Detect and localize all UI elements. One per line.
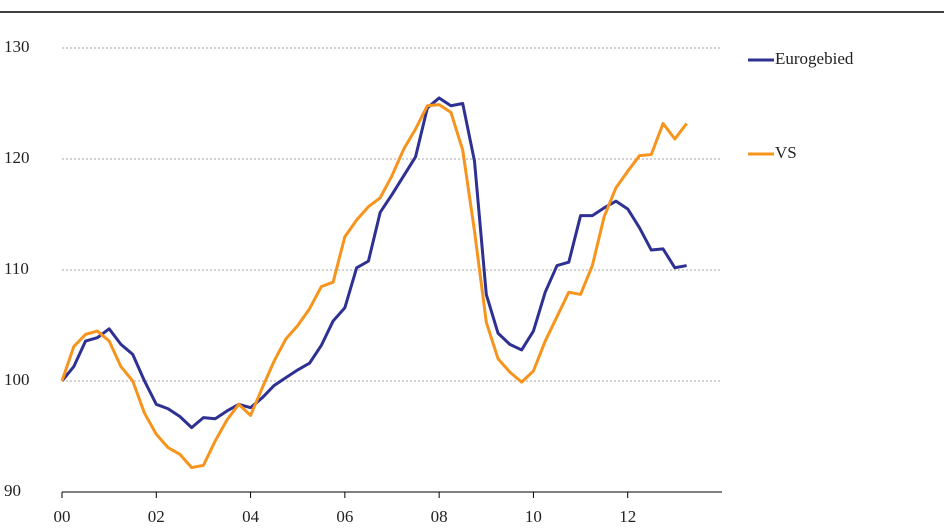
x-tick-label: 08 xyxy=(431,507,448,526)
series-line xyxy=(60,96,687,430)
x-tick-label: 12 xyxy=(619,507,636,526)
x-tick-label: 10 xyxy=(525,507,542,526)
y-tick-label: 120 xyxy=(4,148,30,167)
legend-label: VS xyxy=(775,143,797,162)
y-tick-label: 130 xyxy=(4,37,30,56)
y-tick-label: 110 xyxy=(4,259,29,278)
y-tick-label: 90 xyxy=(4,481,21,500)
x-tick-label: 02 xyxy=(148,507,165,526)
y-tick-label: 100 xyxy=(4,370,30,389)
x-tick-label: 00 xyxy=(54,507,71,526)
x-tick-label: 04 xyxy=(242,507,260,526)
x-tick-label: 06 xyxy=(336,507,353,526)
series-line xyxy=(60,103,688,470)
legend-label: Eurogebied xyxy=(775,49,854,68)
